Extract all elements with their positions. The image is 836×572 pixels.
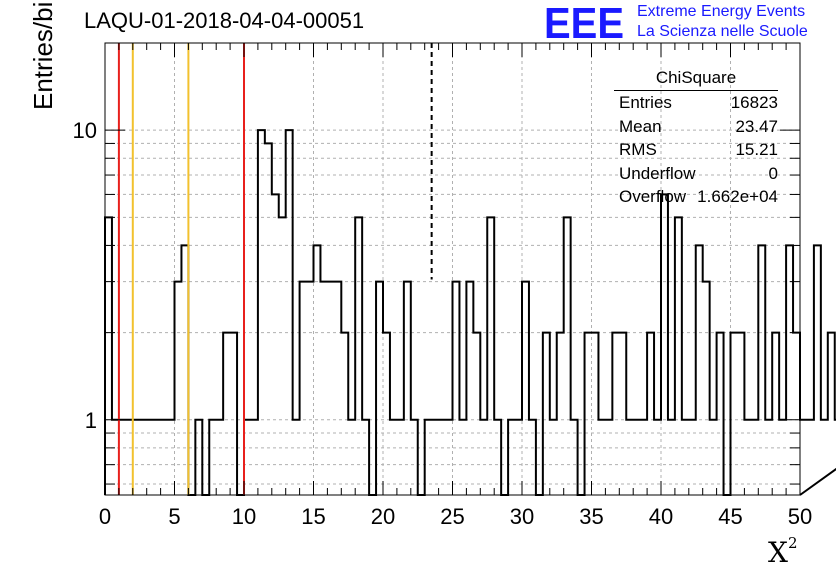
stats-label: Overflow [619,187,687,206]
histogram-bin [793,333,800,495]
stats-label: Mean [619,116,662,136]
histogram-bin [105,217,112,495]
histogram-bin [473,333,480,495]
histogram-bin [383,333,390,495]
x-axis-label: X2 [768,534,798,569]
histogram-bin [230,333,237,495]
x-tick-label: 45 [718,504,742,529]
histogram-bin [758,245,765,495]
y-axis-label: Entries/bin [28,0,58,110]
x-tick-label: 20 [371,504,395,529]
y-tick-label: 10 [73,118,97,143]
x-tick-label: 15 [301,504,325,529]
histogram-bin [585,333,592,495]
x-tick-label: 50 [788,504,812,529]
stats-label: Underflow [619,163,696,183]
histogram-bin [612,333,619,495]
logo-mark: EEE [544,2,624,42]
histogram-bin [341,333,348,495]
histogram-bin [258,130,265,495]
stats-label: RMS [619,140,657,159]
stats-label: Entries [619,93,672,112]
axis-ticks: 0 5 10 15 20 25 30 35 40 45 50 1 10 [73,42,812,529]
histogram-bin [355,217,362,495]
x-tick-label: 10 [232,504,256,529]
stats-value: 16823 [730,93,778,112]
x-tick-label: 35 [579,504,603,529]
stats-value: 15.21 [735,140,778,159]
stats-row-entries: Entries 16823 [610,91,778,115]
histogram-bin [592,333,599,495]
histogram-bin [731,333,738,495]
logo-line-1: Extreme Energy Events [637,3,806,20]
histogram-bin [786,245,793,495]
histogram-bin [487,217,494,495]
histogram-bin [286,130,293,495]
histogram-bin [175,282,182,495]
histogram-bin [772,333,779,495]
histogram-bin [223,333,230,495]
histogram-bin [703,282,710,495]
histogram-bin [265,143,272,495]
stats-value: 23.47 [735,116,778,136]
y-tick-label: 1 [85,408,97,433]
histogram-bin [314,245,321,495]
histogram-bins [104,129,836,496]
histogram-bin [376,282,383,495]
stats-row-rms: RMS 15.21 [610,138,778,162]
histogram-bin [334,282,341,495]
histogram-bin [466,282,473,495]
stats-row-underflow: Underflow 0 [610,162,778,186]
stats-row-overflow: Overflow 1.662e+04 [610,185,778,209]
chart-title: LAQU-01-2018-04-04-00051 [84,8,365,33]
histogram-bin [821,420,828,495]
grid-lines [105,43,800,495]
eee-logo: EEE [544,2,624,42]
histogram-bin [696,245,703,495]
histogram-bin [453,282,460,495]
histogram-bin [307,282,314,495]
histogram-outline [104,129,836,496]
histogram-bin [661,194,668,495]
histogram-bin [807,420,814,495]
logo-line-2: La Scienza nelle Scuole [637,23,808,40]
plot-frame [104,42,801,496]
histogram-bin [564,217,571,495]
histogram-bin [404,282,411,495]
x-axis-label-base: X [768,536,788,569]
x-tick-label: 40 [649,504,673,529]
stats-title: ChiSquare [614,66,778,91]
histogram-bin [557,333,564,495]
stats-row-mean: Mean 23.47 [610,115,778,139]
histogram-bin [327,282,334,495]
histogram-bin [320,282,327,495]
histogram-bin [272,194,279,495]
logo-text: Extreme Energy Events La Scienza nelle S… [637,2,808,42]
histogram-bin [800,420,807,495]
histogram-bin [814,245,821,495]
histogram-bin [279,217,286,495]
stats-box: ChiSquare Entries 16823 Mean 23.47 RMS 1… [610,66,778,209]
histogram-bin [619,333,626,495]
threshold-lines [117,43,433,495]
histogram-bin [543,333,550,495]
histogram-bin [647,333,654,495]
x-axis-label-superscript: 2 [787,534,798,552]
stats-value: 0 [768,163,778,183]
histogram-bin [717,333,724,495]
histogram-bin [300,282,307,495]
stats-value: 1.662e+04 [697,187,778,206]
x-tick-label: 30 [510,504,534,529]
histogram-bin [737,333,744,495]
x-tick-label: 5 [168,504,180,529]
histogram-bin [675,217,682,495]
histogram-bin [522,282,529,495]
x-tick-label: 0 [99,504,111,529]
histogram-bin [181,245,188,495]
x-tick-label: 25 [440,504,464,529]
